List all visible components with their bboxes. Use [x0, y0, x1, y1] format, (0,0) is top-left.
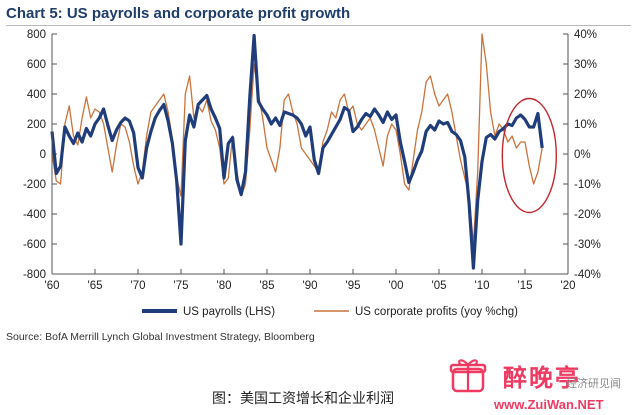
x-tick-label: '60: [45, 280, 60, 292]
series-layer: [50, 33, 544, 270]
right-tick-label: 0%: [574, 149, 591, 161]
x-tick-label: '10: [475, 280, 490, 292]
left-tick-label: -200: [23, 179, 46, 191]
x-tick-label: '95: [346, 280, 361, 292]
series-line-profits: [51, 33, 543, 245]
right-tick-label: 20%: [574, 89, 597, 101]
x-tick-label: '15: [518, 280, 533, 292]
left-tick-label: 400: [27, 89, 46, 101]
x-tick-label: '05: [432, 280, 447, 292]
figure-caption: 图：美国工资增长和企业利润: [212, 390, 394, 406]
right-tick-label: 10%: [574, 119, 597, 131]
x-tick-label: '75: [174, 280, 189, 292]
left-tick-label: 600: [27, 59, 46, 71]
right-axis-ticks: 40% 30% 20% 10% 0% -10% -20% -30% -40%: [563, 29, 601, 281]
right-tick-label: 40%: [574, 29, 597, 41]
title-divider: [6, 25, 631, 26]
left-tick-label: 800: [27, 29, 46, 41]
left-tick-label: 0: [40, 149, 46, 161]
highlight-ring-layer: [501, 97, 557, 214]
x-tick-label: '80: [217, 280, 232, 292]
x-axis-ticks: '60 '65 '70 '75 '80 '85 '90 '95 '00 '05 '10 '15 '20: [45, 269, 576, 292]
x-tick-label: '70: [131, 280, 146, 292]
legend: US payrolls (LHS) US corporate profits (…: [142, 306, 518, 318]
right-tick-label: 30%: [574, 59, 597, 71]
series-line-payrolls: [50, 33, 544, 270]
x-tick-label: '90: [303, 280, 318, 292]
right-tick-label: -30%: [574, 239, 601, 251]
left-tick-label: -400: [23, 209, 46, 221]
x-tick-label: '65: [88, 280, 103, 292]
plot-frame: [51, 34, 569, 275]
gift-box-icon: [449, 359, 487, 393]
x-tick-label: '85: [260, 280, 275, 292]
x-tick-label: '20: [561, 280, 576, 292]
watermark-url: www.ZuiWan.NET: [494, 397, 604, 412]
x-tick-label: '00: [389, 280, 404, 292]
left-tick-label: -800: [23, 269, 46, 281]
watermark-side-text: 经济研见闻: [566, 378, 621, 390]
right-tick-label: -40%: [574, 269, 601, 281]
chart-title: Chart 5: US payrolls and corporate profi…: [6, 5, 351, 22]
highlight-ring: [501, 97, 557, 214]
right-tick-label: -20%: [574, 209, 601, 221]
legend-label-payrolls: US payrolls (LHS): [183, 306, 275, 318]
left-tick-label: 200: [27, 119, 46, 131]
watermark-name: 醉晚亭: [503, 365, 581, 392]
legend-label-profits: US corporate profits (yoy %chg): [355, 306, 518, 318]
right-tick-label: -10%: [574, 179, 601, 191]
source-note: Source: BofA Merrill Lynch Global Invest…: [6, 331, 315, 343]
left-tick-label: -600: [23, 239, 46, 251]
